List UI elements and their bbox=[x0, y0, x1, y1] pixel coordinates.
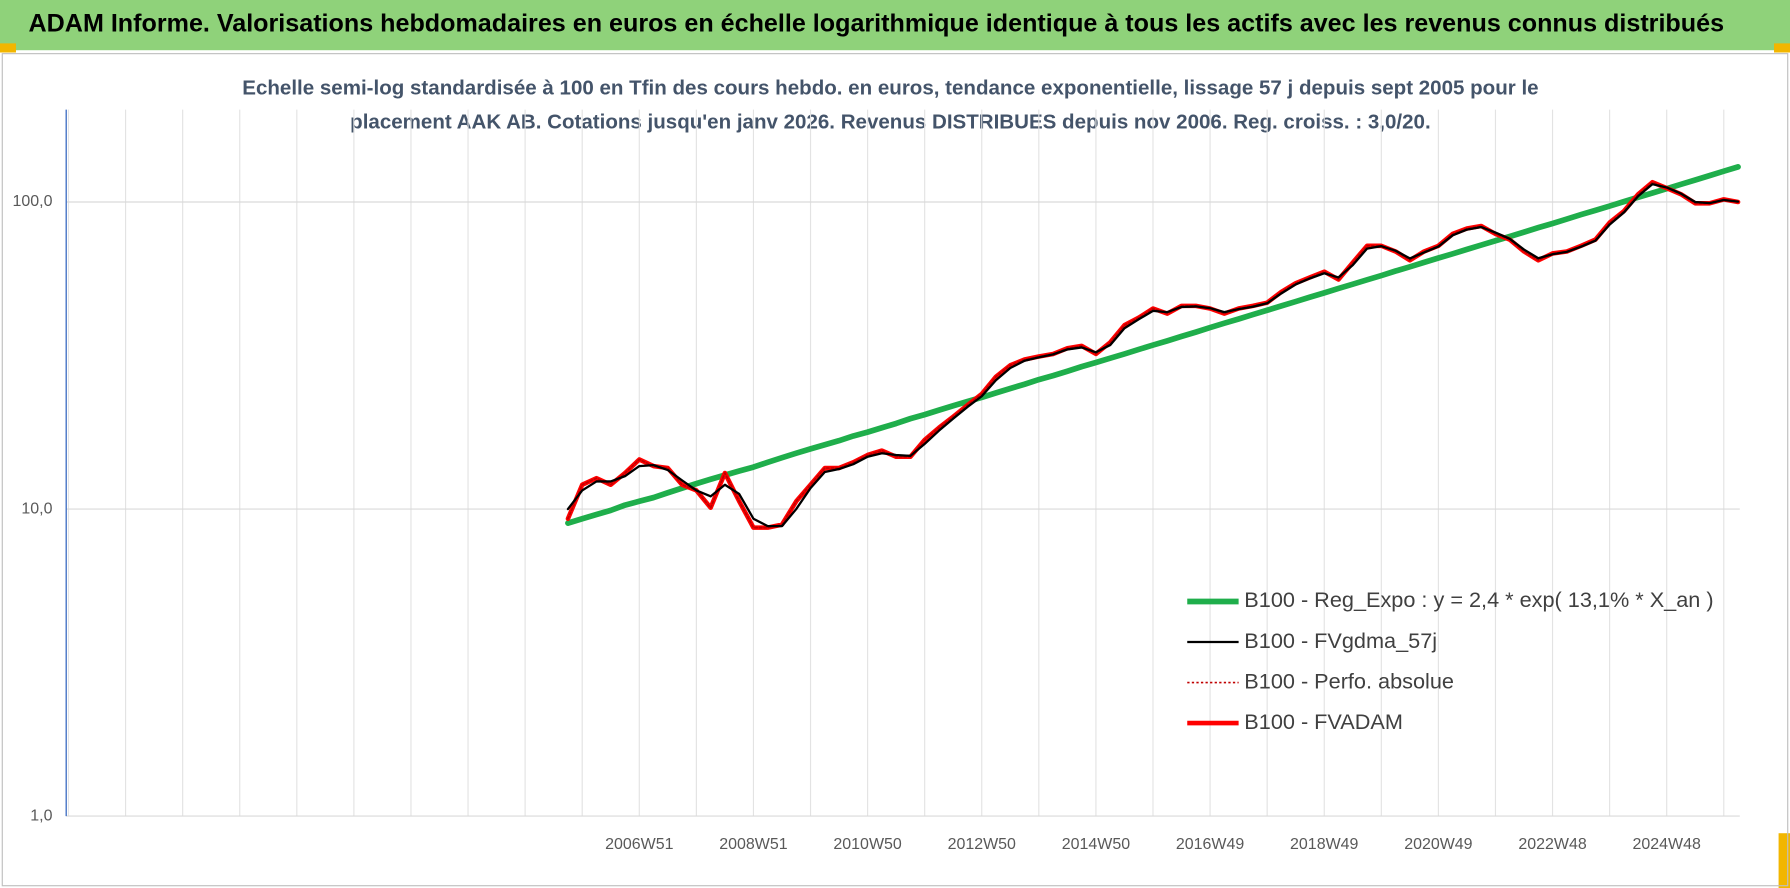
y-tick-label: 100,0 bbox=[13, 193, 53, 210]
y-tick-label: 10,0 bbox=[21, 500, 52, 517]
plot bbox=[565, 164, 1741, 530]
legend-label: B100 - FVgdma_57j bbox=[1244, 628, 1437, 653]
title-bar bbox=[0, 0, 1790, 51]
x-tick-label: 2022W48 bbox=[1518, 836, 1586, 853]
grid: 1,0 10,0 100,0 2006W51 2008W51 2010W50 2012W50… bbox=[13, 109, 1740, 853]
x-tick-label: 2016W49 bbox=[1176, 836, 1244, 853]
legend-label: B100 - Reg_Expo : y = 2,4 * exp( 13,1% *… bbox=[1244, 587, 1713, 612]
x-tick-label: 2024W48 bbox=[1633, 836, 1701, 853]
chart-subtitle: Echelle semi-log standardisée à 100 en T… bbox=[242, 76, 1538, 99]
chart-title: ADAM Informe. Valorisations hebdomadaire… bbox=[29, 10, 1725, 38]
x-tick-label: 2014W50 bbox=[1062, 836, 1130, 853]
x-tick-label: 2006W51 bbox=[605, 836, 673, 853]
corner-mark bbox=[0, 43, 16, 53]
series-line bbox=[566, 183, 1740, 528]
corner-mark bbox=[1778, 833, 1790, 888]
x-tick-label: 2020W49 bbox=[1404, 836, 1472, 853]
chart-subtitle: placement AAK AB. Cotations jusqu'en jan… bbox=[350, 111, 1431, 134]
x-tick-label: 2008W51 bbox=[719, 836, 787, 853]
y-tick-label: 1,0 bbox=[30, 807, 52, 824]
x-tick-label: 2012W50 bbox=[948, 836, 1016, 853]
x-tick-label: 2018W49 bbox=[1290, 836, 1358, 853]
chart-border bbox=[1, 53, 1789, 887]
series-line bbox=[565, 164, 1741, 526]
x-tick-label: 2010W50 bbox=[833, 836, 901, 853]
legend-label: B100 - Perfo. absolue bbox=[1244, 668, 1454, 693]
corner-mark bbox=[1774, 43, 1790, 53]
legend-label: B100 - FVADAM bbox=[1244, 709, 1403, 734]
legend: B100 - Reg_Expo : y = 2,4 * exp( 13,1% *… bbox=[1187, 587, 1714, 734]
